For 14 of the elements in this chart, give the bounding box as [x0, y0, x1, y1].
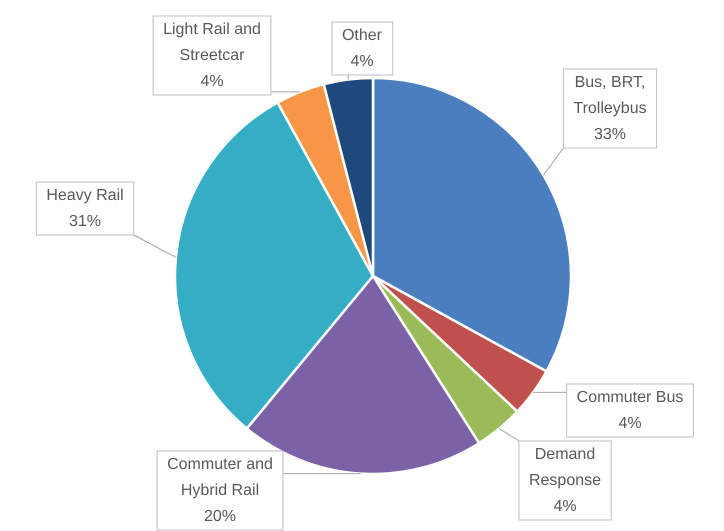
slice-label: Commuter and Hybrid Rail	[167, 456, 273, 499]
slice-label: Light Rail and Streetcar	[163, 21, 261, 64]
data-label: 4%	[553, 498, 577, 515]
data-label: 4%	[200, 73, 224, 90]
slice-label: Bus, BRT, Trolleybus	[573, 74, 647, 117]
data-label: 4%	[618, 415, 642, 432]
slice-label: Heavy Rail	[46, 187, 124, 204]
data-label: 20%	[204, 508, 236, 525]
data-label: 33%	[594, 126, 626, 143]
data-label: 31%	[68, 213, 102, 230]
slice-label: Commuter Bus	[576, 389, 684, 406]
slice-label: Other	[342, 27, 383, 44]
data-label: 4%	[350, 53, 374, 70]
slice-label: Demand Response	[528, 446, 602, 489]
